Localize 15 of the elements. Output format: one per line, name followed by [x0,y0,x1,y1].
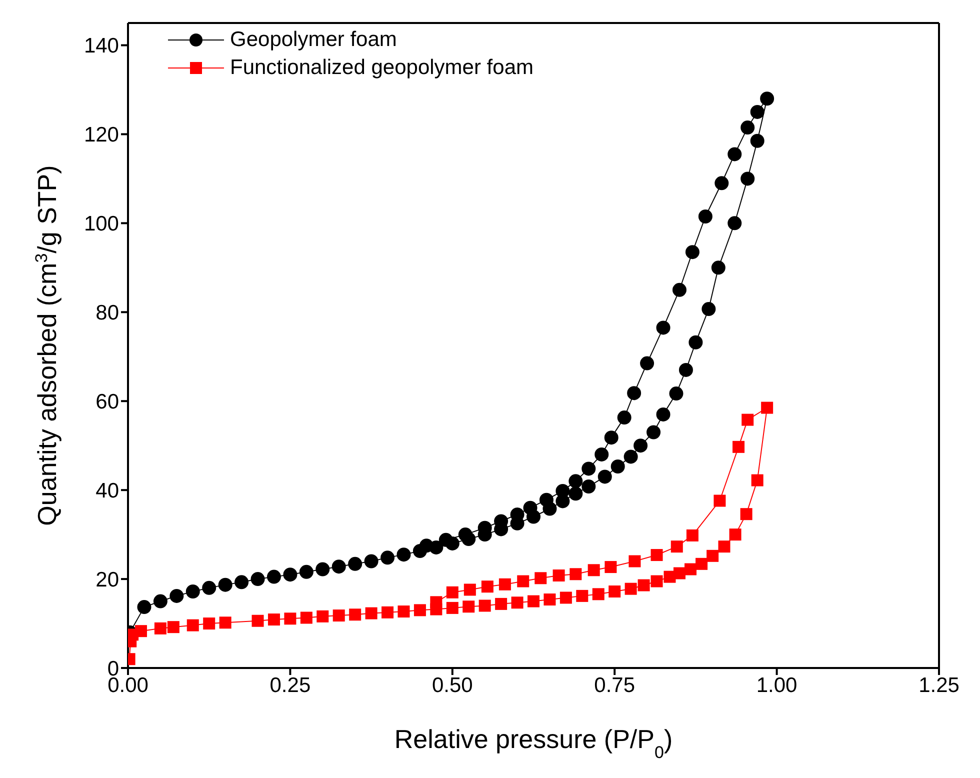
y-tick-label: 140 [84,34,119,58]
legend-label: Geopolymer foam [230,28,397,52]
y-tick-label: 80 [96,302,119,325]
x-tick-label: 0.75 [594,674,636,697]
x-axis-title: Relative pressure (P/P$_{0}$) [394,724,673,762]
x-tick-label: 0.50 [432,674,473,697]
x-tick-label: 0.25 [270,674,311,697]
y-tick-label: 60 [96,390,119,414]
y-tick-label: 20 [96,568,119,592]
legend-label: Functionalized geopolymer foam [230,56,534,80]
x-tick-label: 1.25 [918,674,960,697]
y-tick-label: 40 [96,480,119,503]
x-tick-label: 1.00 [756,674,798,697]
y-tick-label: 100 [84,212,119,236]
y-tick-label: 120 [84,124,119,147]
